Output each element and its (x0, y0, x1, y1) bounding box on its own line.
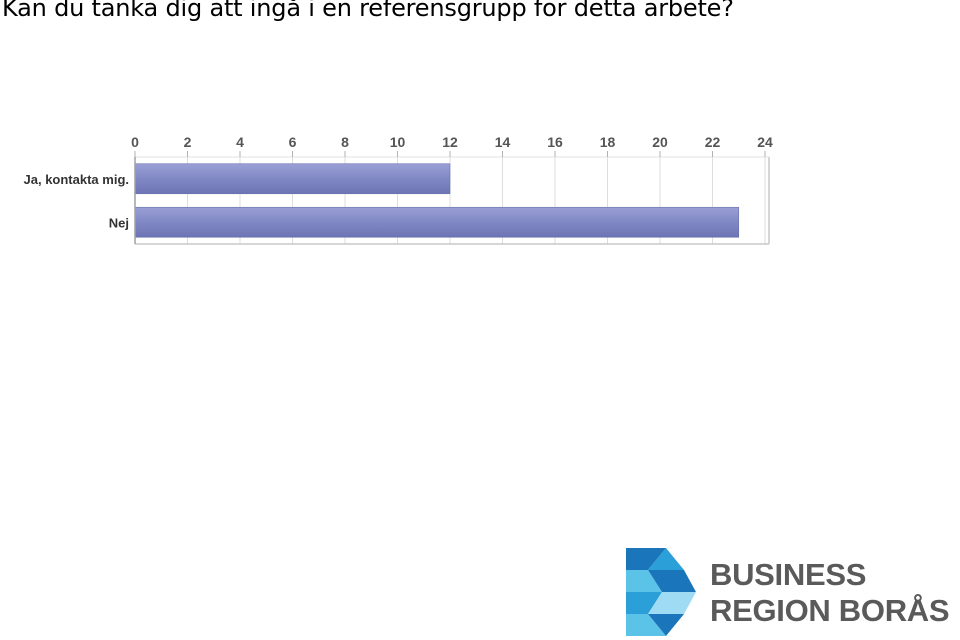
category-label: Ja, kontakta mig. (24, 172, 129, 187)
x-tick-label: 0 (131, 134, 139, 150)
slide-title: Kan du tänka dig att ingå i en referensg… (2, 0, 734, 22)
x-tick-label: 12 (442, 134, 458, 150)
x-tick-label: 4 (236, 134, 244, 150)
x-tick-label: 8 (341, 134, 349, 150)
x-tick-label: 18 (600, 134, 616, 150)
category-label: Nej (109, 215, 129, 230)
logo-text-business: BUSINESS (710, 557, 867, 592)
x-tick-label: 2 (184, 134, 192, 150)
bar (134, 206, 740, 238)
logo-mark-icon (626, 548, 696, 636)
x-tick-label: 16 (547, 134, 563, 150)
x-tick-label: 22 (705, 134, 721, 150)
x-tick-label: 6 (289, 134, 297, 150)
x-tick-label: 20 (652, 134, 668, 150)
bar (134, 163, 451, 195)
business-region-boras-logo: BUSINESS REGION BORÅS (622, 548, 960, 636)
x-tick-label: 24 (757, 134, 773, 150)
x-tick-label: 14 (495, 134, 511, 150)
x-tick-label: 10 (390, 134, 406, 150)
logo-text-region-boras: REGION BORÅS (710, 593, 950, 628)
